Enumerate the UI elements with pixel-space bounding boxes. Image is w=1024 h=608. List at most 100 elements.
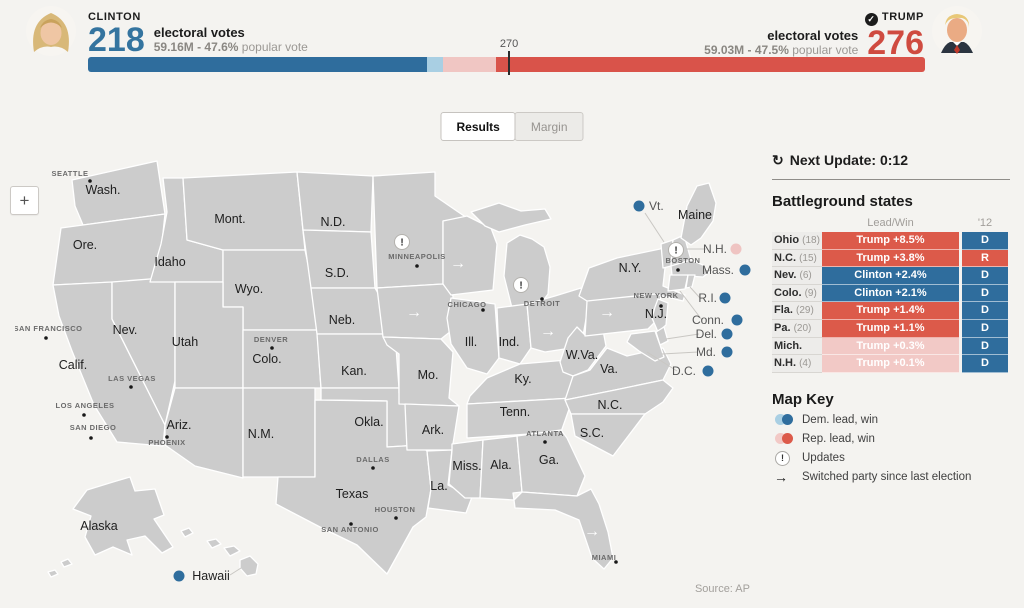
bar-segment-rep-lead (442, 57, 496, 72)
state-label: Neb. (329, 313, 355, 327)
callout-label: N.H. (703, 242, 727, 256)
clinton-ev-label: electoral votes (153, 25, 245, 40)
rep-circles-icon (772, 433, 802, 445)
city-dot (371, 466, 375, 470)
callout-dot (702, 365, 714, 377)
trump-ev-count: 276 (867, 24, 924, 62)
trump-name: ✓ TRUMP (704, 11, 924, 26)
battleground-lead: Trump +8.5% (822, 232, 959, 250)
tab-margin[interactable]: Margin (514, 112, 584, 141)
leader-line (679, 290, 703, 321)
state-label: Utah (172, 335, 198, 349)
state-label: Wash. (86, 183, 121, 197)
city-label: CHICAGO (448, 300, 487, 309)
clinton-popular-vote: 59.16M - 47.6% popular vote (153, 40, 308, 54)
state-label: Texas (336, 487, 369, 501)
state-label: La. (430, 479, 447, 493)
state-label: Ala. (490, 458, 512, 472)
electoral-vote-bar (88, 57, 925, 72)
switched-party-arrow: → (599, 304, 615, 321)
state-label: Alaska (80, 519, 118, 533)
city-dot (129, 385, 133, 389)
dem-circles-icon (772, 414, 802, 426)
map-key-title: Map Key (772, 390, 834, 408)
state-maryland[interactable] (626, 330, 665, 362)
state-hawaii-island[interactable] (206, 538, 222, 549)
city-label: ATLANTA (526, 429, 564, 438)
key-rep-lead-win: Rep. lead, win (772, 433, 1010, 446)
state-michigan-upper[interactable] (470, 202, 552, 233)
state-alaska[interactable] (72, 476, 174, 556)
update-badge[interactable] (394, 234, 410, 250)
state-south-carolina[interactable] (570, 413, 646, 457)
battleground-title: Battleground states (772, 193, 913, 210)
winner-check-icon: ✓ (864, 13, 878, 26)
threshold-marker (508, 51, 511, 75)
switch-arrow-icon: → (774, 469, 788, 486)
switched-party-arrow: → (540, 323, 556, 340)
state-label: Ark. (422, 423, 444, 437)
city-label: MIAMI (592, 553, 617, 562)
callout-label: Mass. (702, 263, 734, 277)
update-badge[interactable] (513, 277, 529, 293)
city-dot (415, 264, 419, 268)
callout-dot (739, 264, 751, 276)
callout-label: Vt. (649, 199, 664, 213)
city-dot (394, 516, 398, 520)
city-dot (676, 268, 680, 272)
state-montana[interactable] (182, 171, 306, 251)
leader-line (661, 351, 699, 355)
state-oregon[interactable] (52, 213, 166, 286)
city-dot (659, 304, 663, 308)
switched-party-arrow: → (450, 255, 466, 272)
state-label: Wyo. (235, 282, 263, 296)
battleground-row: Ohio (18) Trump +8.5% D (772, 232, 1010, 250)
key-updates: ! Updates (772, 450, 1010, 466)
state-arizona[interactable] (164, 387, 244, 479)
battleground-2012-result: D (962, 302, 1008, 320)
battleground-row: Colo. (9) Clinton +2.1% D (772, 284, 1010, 303)
battleground-table: Ohio (18) Trump +8.5% D N.C. (15) Trump … (772, 232, 1010, 373)
state-hawaii-island[interactable] (180, 527, 194, 538)
state-maine[interactable] (680, 182, 717, 246)
city-label: SEATTLE (51, 169, 88, 178)
callout-dot (719, 292, 731, 304)
zoom-in-button[interactable]: + (10, 186, 39, 215)
state-label: Ga. (539, 453, 559, 467)
city-dot (481, 308, 485, 312)
state-wisconsin[interactable] (442, 215, 498, 296)
battleground-2012-result: D (962, 337, 1008, 356)
refresh-icon: ↻ (772, 152, 784, 168)
update-badge-icon: ! (772, 450, 802, 466)
battleground-2012-result: D (962, 319, 1008, 338)
battleground-lead: Trump +0.1% (822, 355, 959, 373)
switched-party-arrow: → (584, 523, 600, 540)
switched-party-arrow: → (406, 304, 422, 321)
tab-results[interactable]: Results (440, 112, 516, 141)
state-michigan[interactable] (503, 234, 551, 309)
battleground-state: Ohio (18) (772, 232, 822, 250)
trump-portrait (932, 5, 982, 57)
state-connecticut[interactable] (667, 274, 689, 292)
state-alaska-island[interactable] (47, 569, 59, 578)
city-label: SAN DIEGO (70, 423, 117, 432)
state-florida[interactable] (513, 488, 614, 570)
state-rhode-island[interactable] (685, 274, 696, 289)
state-hawaii-island[interactable] (223, 545, 241, 557)
city-dot (44, 336, 48, 340)
battleground-state: Colo. (9) (772, 284, 822, 303)
city-dot (82, 413, 86, 417)
state-illinois[interactable] (446, 297, 500, 375)
state-hawaii-big-island[interactable] (239, 555, 259, 577)
city-dot (540, 297, 544, 301)
state-alaska-island[interactable] (60, 558, 73, 568)
trump-popular-vote: 59.03M - 47.5% popular vote (704, 43, 859, 57)
callout-dot (731, 314, 743, 326)
update-badge[interactable] (668, 242, 684, 258)
state-texas[interactable] (275, 399, 432, 575)
state-indiana[interactable] (496, 303, 532, 365)
state-label: Ky. (514, 372, 531, 386)
state-label: Hawaii (192, 569, 230, 583)
city-label: BOSTON (666, 256, 701, 265)
battleground-state: Pa. (20) (772, 319, 822, 338)
